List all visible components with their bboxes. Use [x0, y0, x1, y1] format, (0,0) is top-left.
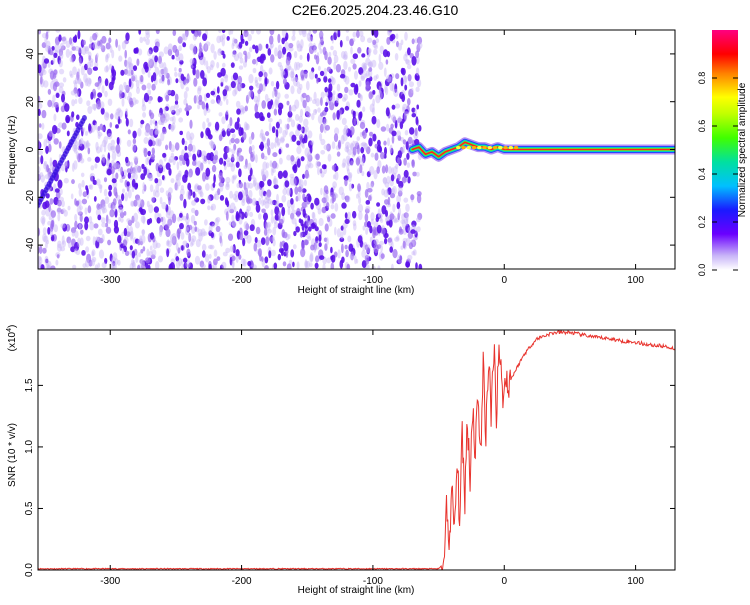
- spectrogram-x-tick-label: -100: [363, 275, 383, 286]
- snr-ticks: -300 -200 -100 0 100 0.0 0.5 1.0 1.5: [24, 330, 675, 587]
- snr-y-label: SNR (10 * v/v): [7, 423, 18, 487]
- spectrogram-y-tick-label: 20: [25, 96, 36, 108]
- snr-x-tick-label: -200: [232, 576, 252, 587]
- snr-scale-note: (x104): [6, 325, 18, 352]
- colorbar-ticks: 0.0 0.2 0.4 0.6 0.8: [697, 72, 738, 277]
- spectrogram-carrier: [407, 137, 675, 162]
- snr-x-tick-label: 0: [501, 576, 507, 587]
- colorbar-tick-label: 0.8: [697, 72, 707, 85]
- spectrogram-y-tick-label: 40: [25, 48, 36, 60]
- colorbar: 0.0 0.2 0.4 0.6 0.8 Normalized spectral ampl…: [697, 30, 748, 276]
- snr-series-line: [38, 330, 675, 570]
- colorbar-tick-label: 0.2: [697, 216, 707, 229]
- spectrogram-x-tick-label: 100: [627, 275, 644, 286]
- snr-y-tick-label: 1.0: [24, 440, 35, 454]
- snr-x-tick-label: -300: [100, 576, 120, 587]
- spectrogram-y-tick-label: -40: [25, 237, 36, 252]
- svg-text:(x104): (x104): [6, 325, 18, 352]
- snr-x-tick-label: 100: [627, 576, 644, 587]
- colorbar-tick-label: 0.4: [697, 168, 707, 181]
- colorbar-gradient: [712, 30, 738, 270]
- spectrogram-noise: [38, 30, 423, 269]
- spectrogram-plot-area: [38, 30, 675, 269]
- spectrogram-x-label: Height of straight line (km): [298, 285, 415, 296]
- snr-y-tick-label: 0.5: [24, 501, 35, 515]
- spectrogram-x-tick-label: -300: [100, 275, 120, 286]
- spectrogram-y-tick-label: 0: [25, 146, 36, 152]
- figure-title: C2E6.2025.204.23.46.G10: [292, 2, 459, 18]
- snr-scale-prefix: (x10: [7, 331, 18, 351]
- snr-scale-exponent: 4: [6, 328, 13, 332]
- snr-y-tick-label: 1.5: [24, 378, 35, 392]
- snr-panel: -300 -200 -100 0 100 0.0 0.5 1.0 1.5 Height of s…: [6, 325, 676, 596]
- snr-x-label: Height of straight line (km): [298, 585, 415, 596]
- snr-y-tick-label: 0.0: [24, 563, 35, 577]
- spectrogram-y-tick-label: -20: [25, 190, 36, 205]
- spectrogram-y-label: Frequency (Hz): [7, 116, 18, 185]
- colorbar-tick-label: 0.0: [697, 264, 707, 277]
- spectrogram-x-tick-label: 0: [501, 275, 507, 286]
- colorbar-label: Normalized spectral amplitude: [737, 82, 748, 217]
- colorbar-tick-label: 0.6: [697, 120, 707, 133]
- snr-frame: [37, 329, 676, 571]
- snr-x-tick-label: -100: [363, 576, 383, 587]
- snr-plot-area: [38, 330, 675, 570]
- spectrogram-x-tick-label: -200: [232, 275, 252, 286]
